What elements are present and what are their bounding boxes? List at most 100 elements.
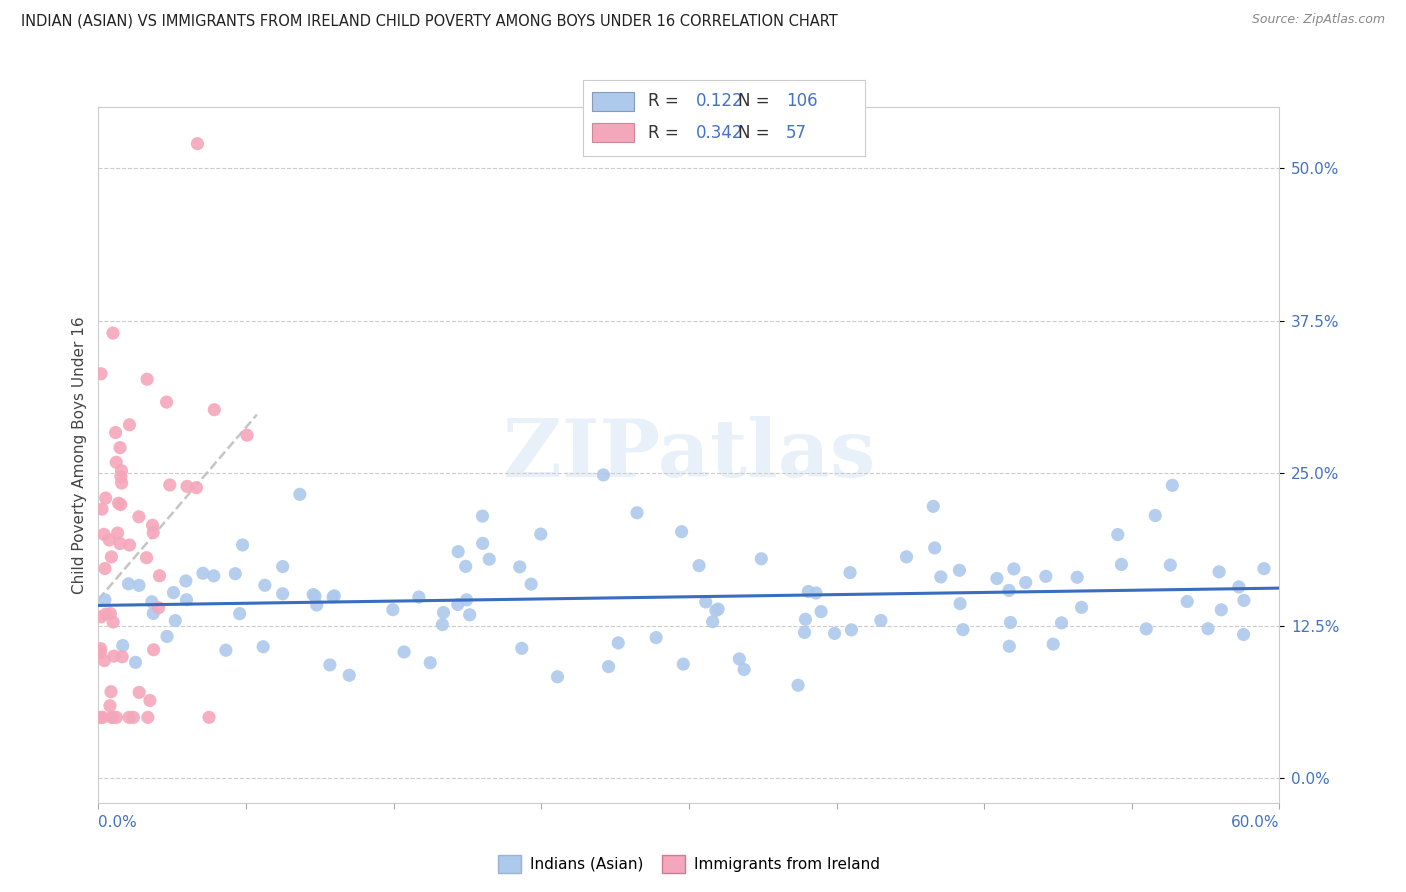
Point: [101, 710, 124, 724]
Point: [458, 607, 481, 622]
Point: [419, 656, 441, 670]
Point: [91, 710, 114, 724]
Text: N =: N =: [738, 92, 775, 110]
Point: [1066, 570, 1088, 584]
Point: [105, 455, 128, 469]
Point: [108, 536, 131, 550]
Point: [228, 607, 250, 621]
Point: [592, 467, 614, 482]
Point: [454, 559, 477, 574]
Point: [91, 502, 114, 516]
Point: [142, 607, 165, 621]
Point: [253, 578, 276, 592]
Point: [100, 549, 122, 564]
Point: [870, 614, 893, 628]
Point: [202, 402, 225, 417]
Point: [98, 698, 121, 713]
Text: INDIAN (ASIAN) VS IMMIGRANTS FROM IRELAND CHILD POVERTY AMONG BOYS UNDER 16 CORR: INDIAN (ASIAN) VS IMMIGRANTS FROM IRELAN…: [21, 13, 838, 29]
Text: 0.122: 0.122: [696, 92, 744, 110]
Text: Source: ZipAtlas.com: Source: ZipAtlas.com: [1251, 13, 1385, 27]
Point: [733, 663, 755, 677]
Point: [136, 710, 159, 724]
Point: [408, 590, 430, 604]
Point: [1161, 478, 1184, 492]
Point: [998, 583, 1021, 598]
Point: [794, 612, 817, 626]
Point: [929, 570, 952, 584]
Point: [174, 574, 197, 588]
Point: [839, 566, 862, 580]
Point: [176, 479, 198, 493]
Point: [165, 614, 187, 628]
Point: [626, 506, 648, 520]
Point: [1111, 558, 1133, 572]
Point: [456, 592, 478, 607]
Point: [111, 639, 134, 653]
Point: [93, 527, 115, 541]
Point: [108, 441, 131, 455]
Point: [645, 631, 668, 645]
Text: 106: 106: [786, 92, 817, 110]
Point: [159, 478, 181, 492]
Point: [122, 710, 145, 724]
Point: [1042, 637, 1064, 651]
Point: [101, 710, 124, 724]
Point: [111, 476, 134, 491]
Text: N =: N =: [738, 124, 775, 142]
Point: [471, 536, 494, 550]
Point: [607, 636, 630, 650]
Point: [702, 615, 724, 629]
Point: [101, 615, 124, 629]
Legend: Indians (Asian), Immigrants from Ireland: Indians (Asian), Immigrants from Ireland: [492, 849, 886, 879]
Text: 0.342: 0.342: [696, 124, 744, 142]
Point: [841, 623, 863, 637]
Point: [128, 685, 150, 699]
Point: [824, 626, 846, 640]
Point: [319, 657, 342, 672]
Point: [98, 533, 121, 547]
Point: [110, 469, 132, 483]
Point: [924, 541, 946, 555]
Point: [252, 640, 274, 654]
Point: [1208, 565, 1230, 579]
Point: [695, 595, 717, 609]
Point: [305, 598, 328, 612]
Point: [155, 395, 177, 409]
Point: [90, 610, 112, 624]
Point: [118, 417, 141, 432]
Point: [478, 552, 501, 566]
Point: [1144, 508, 1167, 523]
Point: [101, 326, 124, 340]
Point: [271, 587, 294, 601]
Text: R =: R =: [648, 92, 685, 110]
Point: [797, 584, 820, 599]
Point: [156, 630, 179, 644]
Point: [89, 710, 111, 724]
Point: [236, 428, 259, 442]
Point: [1070, 600, 1092, 615]
Point: [1107, 527, 1129, 541]
Point: [135, 550, 157, 565]
Point: [749, 551, 772, 566]
Point: [271, 559, 294, 574]
Point: [530, 527, 553, 541]
Point: [1233, 593, 1256, 607]
Point: [94, 607, 117, 621]
FancyBboxPatch shape: [592, 92, 634, 111]
Point: [191, 566, 214, 581]
Point: [1015, 575, 1038, 590]
Point: [520, 577, 543, 591]
Point: [471, 509, 494, 524]
Point: [105, 710, 128, 724]
Point: [162, 585, 184, 599]
Point: [1175, 594, 1198, 608]
Point: [546, 670, 568, 684]
Point: [94, 561, 117, 575]
Point: [94, 592, 117, 607]
Point: [111, 649, 134, 664]
Y-axis label: Child Poverty Among Boys Under 16: Child Poverty Among Boys Under 16: [72, 316, 87, 594]
Point: [128, 578, 150, 592]
Point: [671, 524, 693, 539]
Text: R =: R =: [648, 124, 685, 142]
Point: [103, 649, 125, 664]
